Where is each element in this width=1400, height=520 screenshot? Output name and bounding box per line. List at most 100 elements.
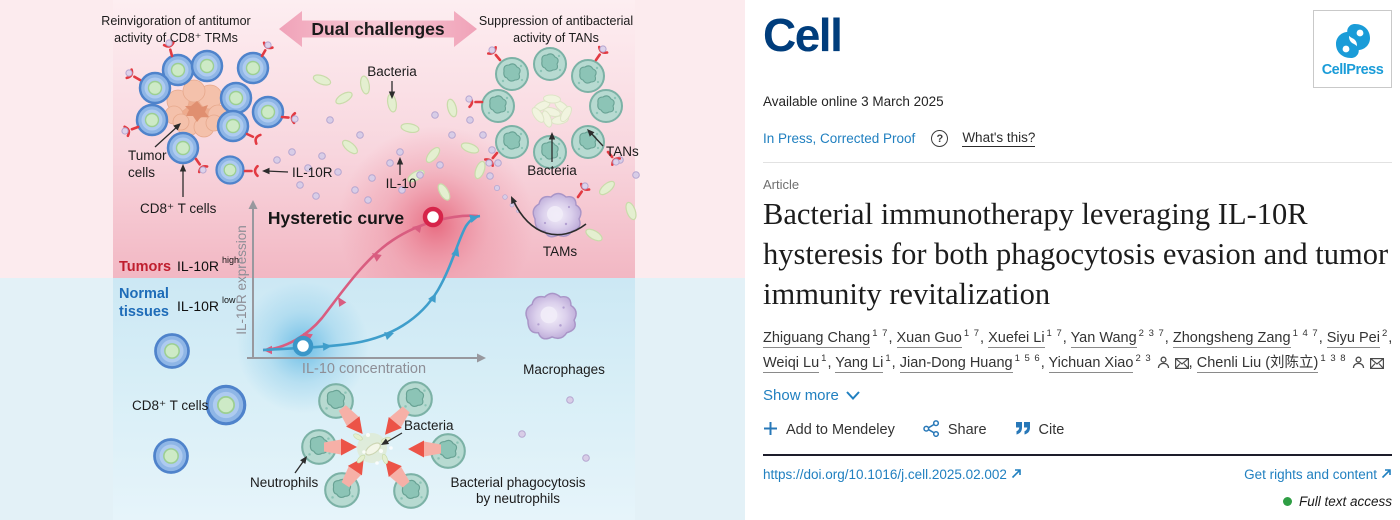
banner-label: Dual challenges bbox=[311, 19, 445, 39]
get-rights-link[interactable]: Get rights and content bbox=[1244, 467, 1392, 482]
graphical-abstract[interactable]: Dual challenges Reinvigoration of antitu… bbox=[0, 0, 745, 520]
whats-this-link[interactable]: What's this? bbox=[962, 130, 1036, 147]
author-separator: , bbox=[827, 355, 836, 372]
svg-text:Suppression of antibacterial: Suppression of antibacterial bbox=[479, 14, 633, 28]
question-mark-icon[interactable]: ? bbox=[931, 130, 949, 147]
macrophage-bottom: Macrophages bbox=[523, 292, 605, 377]
author[interactable]: Xuan Guo 1 7 bbox=[896, 328, 981, 348]
svg-text:IL-10R: IL-10R bbox=[292, 165, 333, 180]
cell-journal-logo[interactable]: Cell bbox=[763, 9, 843, 61]
svg-text:Tumors: Tumors bbox=[119, 259, 171, 275]
cellpress-logo[interactable]: CellPress bbox=[1313, 10, 1392, 88]
in-press-link[interactable]: In Press, Corrected Proof bbox=[763, 131, 916, 146]
svg-text:CD8⁺ T cells: CD8⁺ T cells bbox=[140, 201, 217, 216]
tumor-cell-cluster bbox=[121, 39, 299, 174]
svg-text:Tumor: Tumor bbox=[128, 148, 167, 163]
tissue-labels: Tumors IL-10R high Normal tissues IL-10R… bbox=[119, 255, 239, 320]
author[interactable]: Zhongsheng Zang 1 4 7 bbox=[1172, 328, 1319, 348]
action-bar: Add to Mendeley Share Cite bbox=[763, 419, 1392, 441]
svg-text:cells: cells bbox=[128, 165, 155, 180]
in-press-row: In Press, Corrected Proof ? What's this? bbox=[763, 130, 1392, 147]
chevron-down-icon bbox=[846, 387, 860, 404]
author[interactable]: Xuefei Li 1 7 bbox=[988, 328, 1063, 348]
cd8-cells-bottom: CD8⁺ T cells bbox=[132, 333, 247, 474]
svg-text:Bacteria: Bacteria bbox=[527, 163, 577, 178]
svg-text:CD8⁺ T cells: CD8⁺ T cells bbox=[132, 398, 209, 413]
author[interactable]: Siyu Pei 2 bbox=[1326, 328, 1389, 348]
svg-text:Normal: Normal bbox=[119, 286, 169, 302]
hysteresis-plot: Hysteretic curve IL-10R expression IL-10… bbox=[234, 200, 486, 377]
author[interactable]: Yichuan Xiao 2 3 bbox=[1048, 353, 1189, 374]
svg-text:Neutrophils: Neutrophils bbox=[250, 475, 319, 490]
author-separator: , bbox=[1164, 329, 1173, 346]
low-state-marker bbox=[292, 335, 314, 357]
access-row: Full text access bbox=[763, 494, 1392, 509]
svg-text:TAMs: TAMs bbox=[543, 244, 577, 259]
author-separator: , bbox=[1318, 329, 1327, 346]
phagocytosis-cluster: Bacteria Neutrophils Bacterial phagocyto… bbox=[250, 381, 586, 509]
author-separator: , bbox=[1188, 355, 1197, 372]
svg-text:Bacterial phagocytosis: Bacterial phagocytosis bbox=[450, 475, 585, 490]
top-annotations: Bacteria Tumor cells CD8⁺ T cells IL-10R… bbox=[128, 64, 639, 259]
svg-text:Bacteria: Bacteria bbox=[404, 418, 454, 433]
left-header: Reinvigoration of antitumor activity of … bbox=[101, 14, 250, 45]
external-link-icon bbox=[1381, 467, 1392, 482]
dual-challenges-banner: Dual challenges bbox=[279, 11, 477, 47]
svg-text:TANs: TANs bbox=[606, 144, 639, 159]
author[interactable]: Weiqi Lu 1 bbox=[763, 353, 828, 374]
doi-link[interactable]: https://doi.org/10.1016/j.cell.2025.02.0… bbox=[763, 467, 1022, 482]
author[interactable]: Jian-Dong Huang 1 5 6 bbox=[899, 353, 1041, 374]
cite-button[interactable]: Cite bbox=[1015, 421, 1064, 439]
author-separator: , bbox=[1388, 329, 1393, 346]
x-axis-label: IL-10 concentration bbox=[302, 361, 426, 377]
tam-cell bbox=[508, 182, 591, 238]
svg-text:activity of TANs: activity of TANs bbox=[513, 31, 599, 45]
full-text-access-dot-icon bbox=[1282, 496, 1292, 506]
author[interactable]: Yang Li 1 bbox=[835, 353, 892, 374]
share-button[interactable]: Share bbox=[923, 419, 987, 441]
person-icon bbox=[1157, 353, 1170, 378]
available-online-date: Available online 3 March 2025 bbox=[763, 94, 944, 109]
email-icon[interactable] bbox=[1174, 353, 1189, 378]
plot-title: Hysteretic curve bbox=[268, 208, 404, 228]
author-separator: , bbox=[888, 329, 897, 346]
cite-quote-icon bbox=[1015, 421, 1031, 439]
email-icon[interactable] bbox=[1369, 353, 1384, 378]
svg-text:high: high bbox=[222, 255, 239, 265]
author-separator: , bbox=[1040, 355, 1049, 372]
graphical-abstract-figure: Dual challenges Reinvigoration of antitu… bbox=[0, 0, 745, 520]
author[interactable]: Zhiguang Chang 1 7 bbox=[763, 328, 889, 348]
author[interactable]: Yan Wang 2 3 7 bbox=[1070, 328, 1165, 348]
author-list: Zhiguang Chang 1 7, Xuan Guo 1 7, Xuefei L… bbox=[763, 326, 1400, 379]
author[interactable]: Chenli Liu (刘陈立) 1 3 8 bbox=[1196, 353, 1384, 374]
svg-text:activity of CD8⁺ TRMs: activity of CD8⁺ TRMs bbox=[114, 31, 238, 45]
cellpress-logo-text: CellPress bbox=[1321, 61, 1384, 78]
external-link-icon bbox=[1011, 467, 1022, 482]
person-icon bbox=[1352, 353, 1365, 378]
plus-icon bbox=[763, 421, 778, 440]
author-separator: , bbox=[980, 329, 989, 346]
divider-light bbox=[763, 162, 1392, 163]
right-header: Suppression of antibacterial activity of… bbox=[479, 14, 633, 45]
full-text-access-label: Full text access bbox=[1298, 493, 1392, 509]
svg-text:by neutrophils: by neutrophils bbox=[476, 491, 560, 506]
article-type-label: Article bbox=[763, 177, 800, 192]
svg-text:low: low bbox=[222, 295, 236, 305]
doi-row: https://doi.org/10.1016/j.cell.2025.02.0… bbox=[763, 467, 1392, 482]
svg-text:Bacteria: Bacteria bbox=[367, 64, 417, 79]
author-separator: , bbox=[891, 355, 900, 372]
show-more-button[interactable]: Show more bbox=[763, 387, 873, 404]
author-separator: , bbox=[1062, 329, 1071, 346]
cellpress-logo-icon bbox=[1335, 23, 1370, 58]
svg-text:IL-10R: IL-10R bbox=[177, 298, 219, 314]
svg-text:tissues: tissues bbox=[119, 304, 169, 320]
high-state-marker bbox=[422, 206, 444, 228]
add-to-mendeley-button[interactable]: Add to Mendeley bbox=[763, 421, 895, 440]
article-title: Bacterial immunotherapy leveraging IL-10… bbox=[763, 197, 1389, 311]
brand-row: Cell CellPress bbox=[763, 10, 1392, 90]
svg-text:Macrophages: Macrophages bbox=[523, 362, 605, 377]
y-axis-label: IL-10R expression bbox=[234, 225, 249, 335]
svg-text:IL-10R: IL-10R bbox=[177, 258, 219, 274]
svg-text:Reinvigoration of antitumor: Reinvigoration of antitumor bbox=[101, 14, 250, 28]
